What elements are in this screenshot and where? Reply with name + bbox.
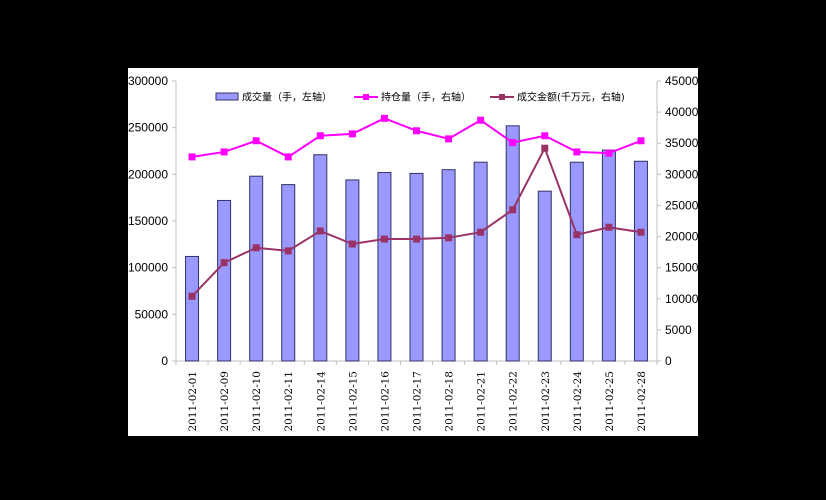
x-category-label: 2011-02-22 [508, 371, 520, 432]
volume-bar [569, 161, 584, 362]
turnover-marker [509, 206, 517, 214]
legend-label-volume: 成交量（手，左轴） [242, 91, 332, 104]
legend-label-open-interest: 持仓量（手，右轴） [381, 91, 471, 104]
chart-frame: 0 50000 100000 150000 200000 250000 300000 0 500… [128, 68, 698, 436]
open-interest-marker [605, 149, 613, 157]
right-tick-label: 25000 [665, 198, 698, 212]
volume-bar [633, 160, 648, 362]
combo-chart: 0 50000 100000 150000 200000 250000 300000 0 500… [128, 74, 698, 432]
open-interest-marker [252, 137, 260, 145]
open-interest-marker [413, 127, 420, 135]
left-tick-label: 300000 [128, 74, 168, 88]
turnover-marker [188, 292, 196, 300]
volume-bar [377, 171, 392, 362]
right-tick-label: 30000 [665, 167, 698, 181]
left-tick-label: 0 [161, 354, 168, 368]
open-interest-marker [477, 116, 485, 124]
x-category-label: 2011-02-15 [347, 371, 359, 432]
turnover-marker [413, 235, 420, 243]
turnover-marker [348, 240, 356, 248]
x-category-label: 2011-02-01 [187, 371, 199, 432]
x-category-label: 2011-02-21 [476, 371, 488, 432]
right-tick-label: 35000 [665, 136, 698, 150]
legend-marker-turnover [499, 94, 505, 100]
volume-bar [441, 169, 456, 362]
turnover-marker [541, 144, 549, 152]
volume-bar [185, 255, 200, 362]
x-category-label: 2011-02-10 [251, 371, 263, 432]
open-interest-marker [348, 130, 356, 138]
volume-bar [217, 199, 232, 362]
open-interest-marker [284, 153, 292, 161]
right-tick-label: 45000 [665, 74, 698, 88]
volume-bar [281, 184, 296, 362]
right-tick-label: 15000 [665, 261, 698, 275]
open-interest-marker [637, 137, 645, 145]
legend-label-turnover: 成交金额(千万元，右轴) [517, 91, 625, 104]
volume-bar [505, 125, 520, 362]
turnover-marker [605, 223, 613, 231]
right-tick-label: 0 [665, 354, 672, 368]
x-category-label: 2011-02-17 [412, 371, 424, 432]
legend-swatch-volume [215, 92, 239, 101]
volume-bar [249, 175, 264, 362]
volume-bar [409, 172, 424, 362]
left-tick-label: 100000 [128, 261, 168, 275]
x-category-label: 2011-02-28 [636, 371, 648, 432]
left-tick-label: 200000 [128, 167, 168, 181]
right-tick-label: 5000 [665, 323, 692, 337]
open-interest-marker [380, 114, 388, 122]
turnover-marker [252, 244, 260, 252]
left-tick-label: 50000 [135, 307, 169, 321]
open-interest-marker [316, 132, 324, 140]
open-interest-marker [445, 135, 453, 143]
volume-bar [601, 149, 616, 362]
x-category-label: 2011-02-25 [604, 371, 616, 432]
volume-bar [473, 161, 488, 362]
turnover-marker [445, 234, 453, 242]
open-interest-marker [220, 148, 228, 156]
open-interest-marker [188, 153, 196, 161]
volume-bar [537, 190, 552, 362]
left-tick-label: 250000 [128, 121, 168, 135]
turnover-marker [284, 247, 292, 255]
right-tick-label: 40000 [665, 105, 698, 119]
volume-bar [313, 154, 328, 362]
x-category-label: 2011-02-24 [572, 371, 584, 432]
x-category-label: 2011-02-16 [379, 371, 391, 432]
volume-bar [345, 179, 360, 362]
x-category-label: 2011-02-14 [315, 371, 327, 432]
turnover-marker [477, 228, 485, 236]
turnover-marker [380, 235, 388, 243]
right-tick-label: 10000 [665, 292, 698, 306]
legend-marker-open-interest [363, 94, 369, 100]
open-interest-marker [509, 139, 517, 147]
turnover-marker [220, 259, 228, 267]
turnover-marker [316, 227, 324, 235]
x-category-label: 2011-02-09 [219, 371, 231, 432]
x-category-label: 2011-02-18 [444, 371, 456, 432]
turnover-marker [573, 231, 581, 239]
open-interest-marker [541, 132, 549, 140]
right-tick-label: 20000 [665, 230, 698, 244]
x-category-label: 2011-02-11 [283, 371, 295, 432]
open-interest-marker [573, 148, 581, 156]
turnover-marker [637, 228, 645, 236]
left-tick-label: 150000 [128, 214, 168, 228]
x-category-label: 2011-02-23 [540, 371, 552, 432]
